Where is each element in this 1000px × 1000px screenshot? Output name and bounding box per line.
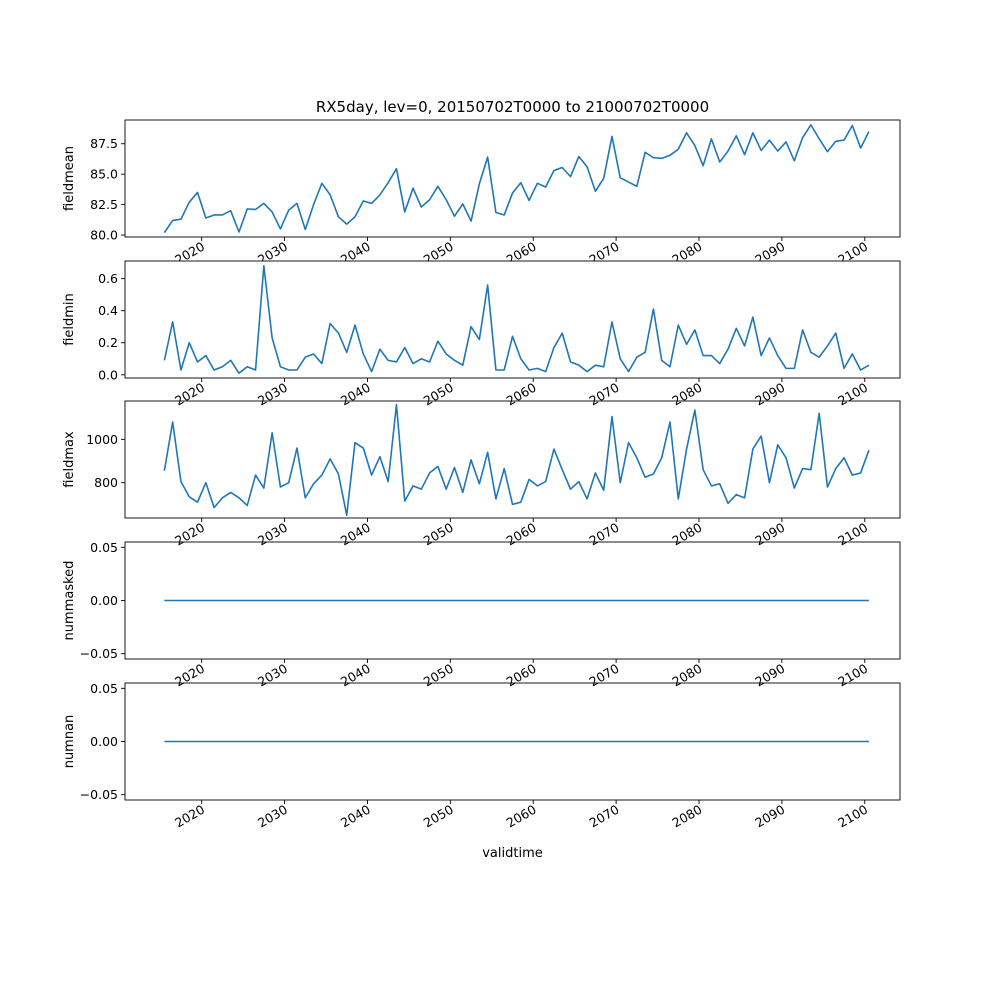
y-tick-label: 0.6 (98, 271, 118, 286)
series-line-fieldmin (163, 265, 870, 374)
axes-background (125, 261, 900, 378)
y-tick-label: 1000 (86, 432, 118, 447)
y-tick-label: 0.2 (98, 335, 118, 350)
y-tick-label: 0.4 (98, 303, 118, 318)
y-tick-label: 0.05 (90, 540, 118, 555)
axes-frame-fieldmean (124, 119, 901, 238)
y-tick-label: 0.00 (90, 593, 118, 608)
y-axis-label-numnan: numnan (62, 715, 77, 769)
y-tick-label: −0.05 (80, 646, 118, 661)
x-axis-label: validtime (482, 846, 543, 861)
series-line-fieldmean (163, 124, 870, 234)
y-axis-label-fieldmin: fieldmin (62, 293, 77, 346)
y-tick-label: 85.0 (90, 167, 118, 182)
y-tick-label: 0.0 (98, 367, 118, 382)
y-tick-label: 87.5 (90, 136, 118, 151)
axes-background (125, 401, 900, 518)
chart-title: RX5day, lev=0, 20150702T0000 to 21000702… (316, 98, 709, 116)
y-tick-label: −0.05 (80, 787, 118, 802)
y-axis-label-nummasked: nummasked (62, 561, 77, 641)
y-tick-label: 80.0 (90, 228, 118, 243)
y-tick-label: 0.00 (90, 734, 118, 749)
y-tick-label: 0.05 (90, 681, 118, 696)
y-tick-label: 800 (94, 475, 118, 490)
y-axis-label-fieldmean: fieldmean (62, 146, 77, 211)
series-line-fieldmax (163, 403, 870, 516)
axes-frame-fieldmax (124, 400, 901, 519)
y-axis-label-fieldmax: fieldmax (62, 431, 77, 488)
axes-frame-fieldmin (124, 260, 901, 379)
y-tick-label: 82.5 (90, 197, 118, 212)
